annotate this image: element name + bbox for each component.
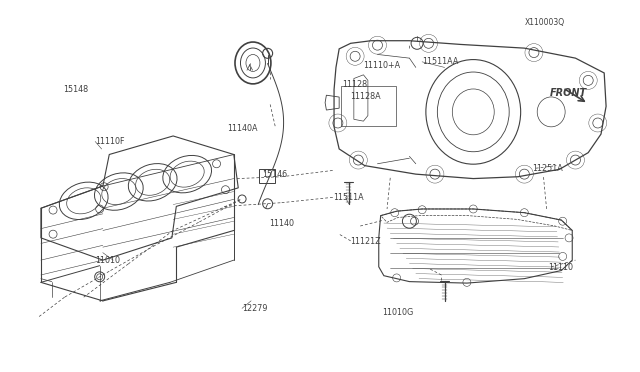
- Text: 11110F: 11110F: [95, 137, 125, 146]
- Text: 11511A: 11511A: [333, 193, 364, 202]
- Bar: [341, 86, 396, 126]
- Text: 11110+A: 11110+A: [363, 61, 400, 70]
- Bar: [259, 169, 275, 183]
- Text: 11128A: 11128A: [351, 92, 381, 101]
- Text: 11110: 11110: [548, 263, 573, 272]
- Text: 11128: 11128: [342, 80, 367, 89]
- Text: 12279: 12279: [242, 304, 268, 313]
- Text: X110003Q: X110003Q: [524, 18, 564, 27]
- Text: 11511AA: 11511AA: [422, 57, 458, 66]
- Text: 15148: 15148: [63, 85, 88, 94]
- Text: FRONT: FRONT: [550, 87, 587, 97]
- Text: 11251A: 11251A: [532, 164, 563, 173]
- Text: 15146: 15146: [262, 170, 287, 179]
- Text: 11010G: 11010G: [383, 308, 414, 317]
- Text: 11140: 11140: [269, 219, 294, 228]
- Text: 11010: 11010: [95, 256, 120, 264]
- Text: 11140A: 11140A: [227, 124, 258, 133]
- Text: 11121Z: 11121Z: [351, 237, 381, 246]
